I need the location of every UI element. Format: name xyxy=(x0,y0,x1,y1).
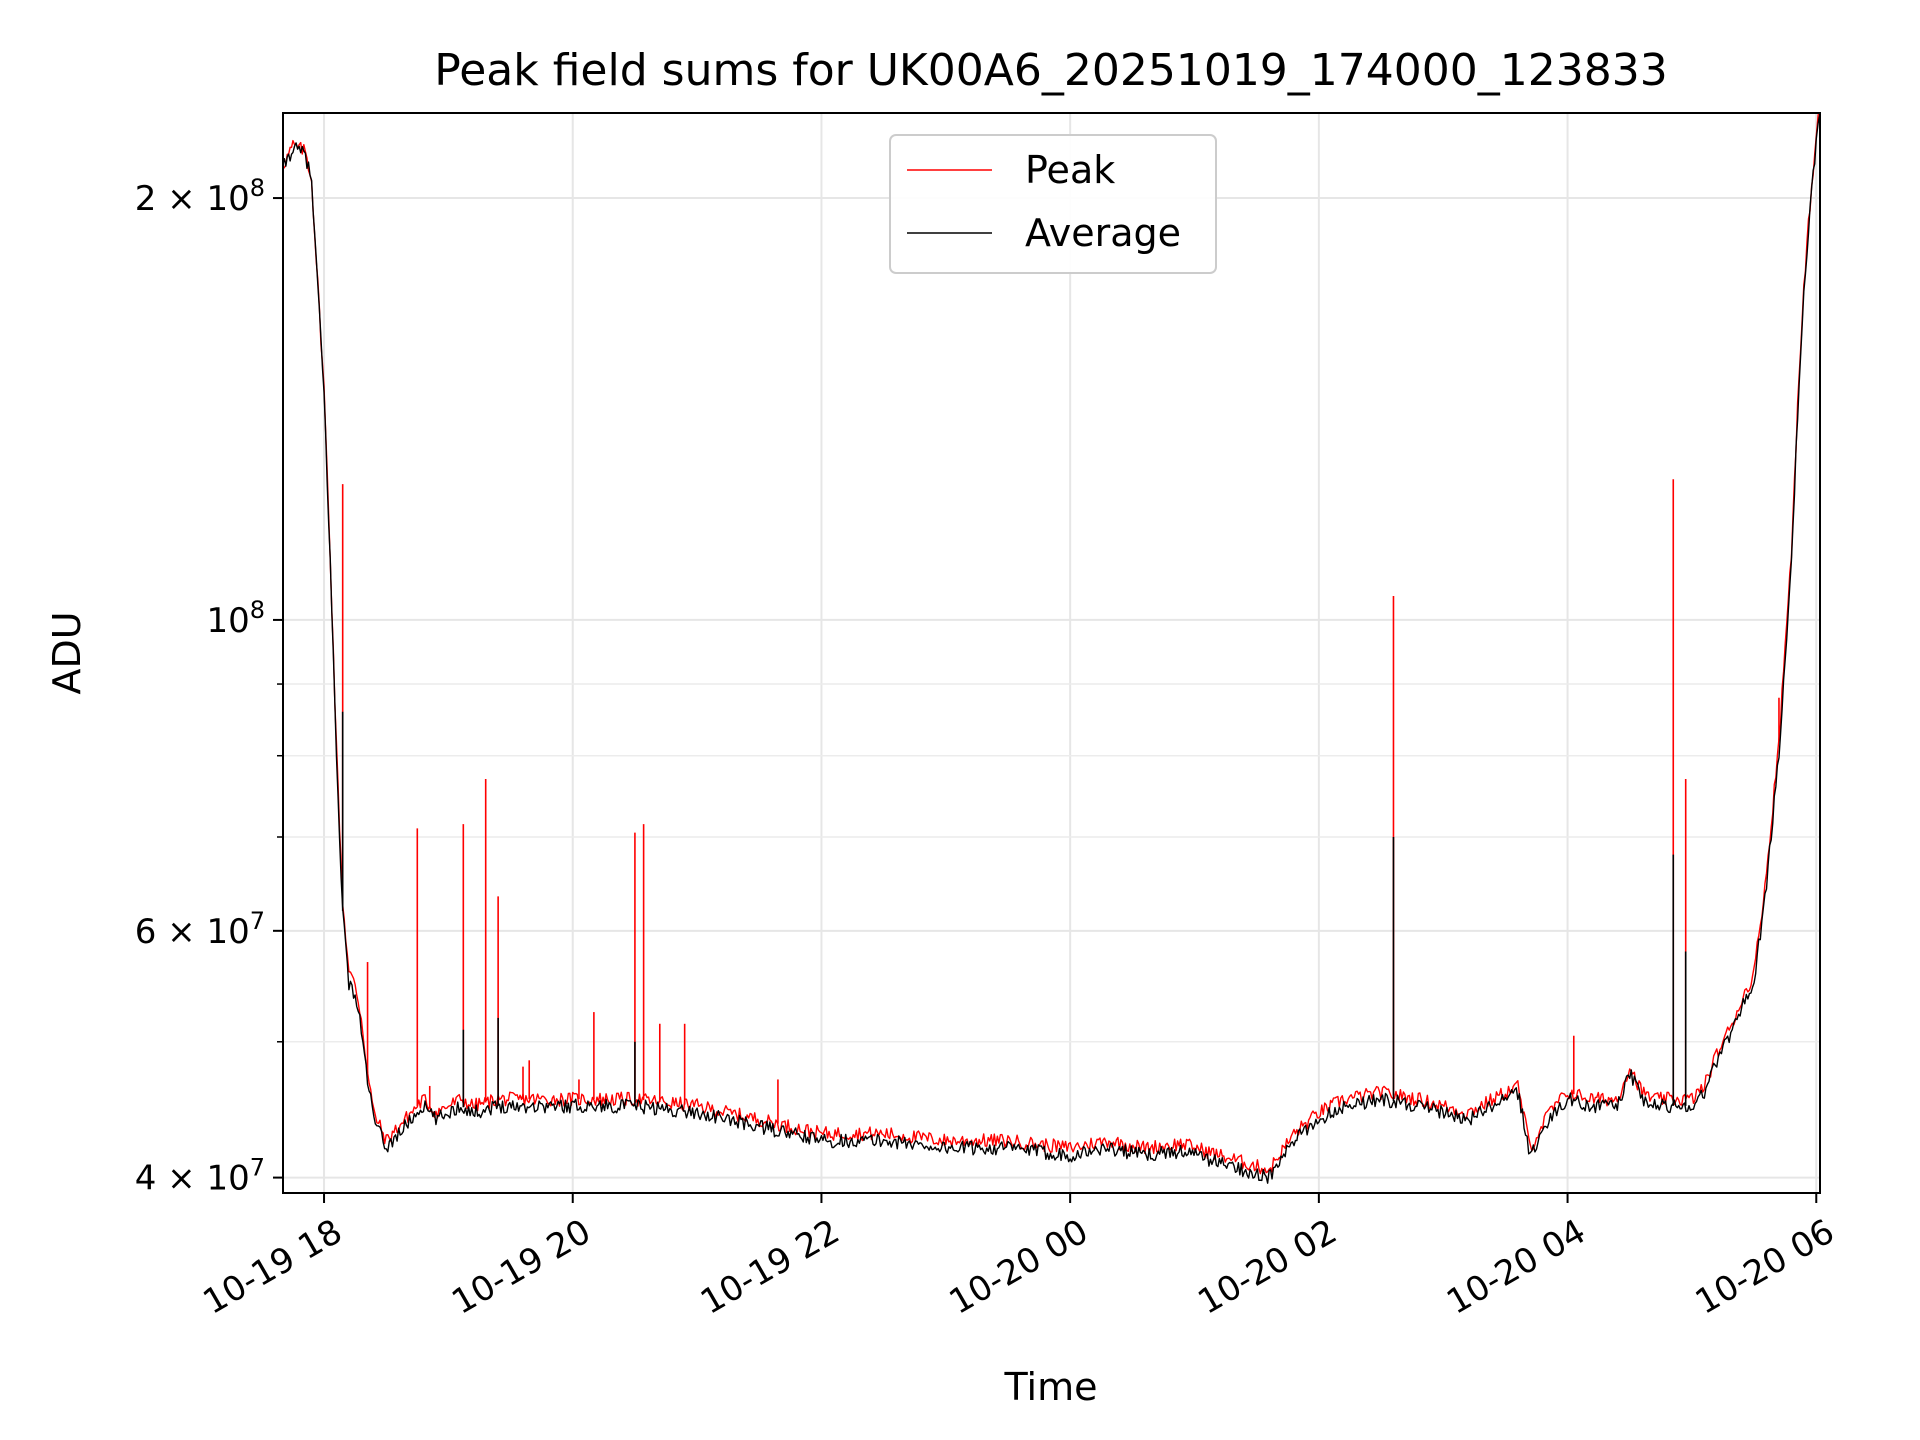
y-tick-label: 2 × 108 xyxy=(135,174,265,219)
y-tick-label: 6 × 107 xyxy=(135,907,265,952)
x-axis-label: Time xyxy=(1004,1365,1098,1409)
y-tick-label: 4 × 107 xyxy=(135,1154,265,1199)
series-average-line xyxy=(283,113,1820,1184)
series-layer xyxy=(283,113,1820,1184)
y-tick-label: 108 xyxy=(206,596,265,641)
y-axis-label: ADU xyxy=(45,611,89,694)
series-peak-line xyxy=(283,113,1820,1175)
legend: Peak Average xyxy=(889,134,1217,274)
chart-title: Peak field sums for UK00A6_20251019_1740… xyxy=(434,45,1667,96)
legend-average-label: Average xyxy=(1025,211,1181,255)
plot-frame xyxy=(282,112,1821,1194)
legend-peak-label: Peak xyxy=(1025,148,1115,192)
